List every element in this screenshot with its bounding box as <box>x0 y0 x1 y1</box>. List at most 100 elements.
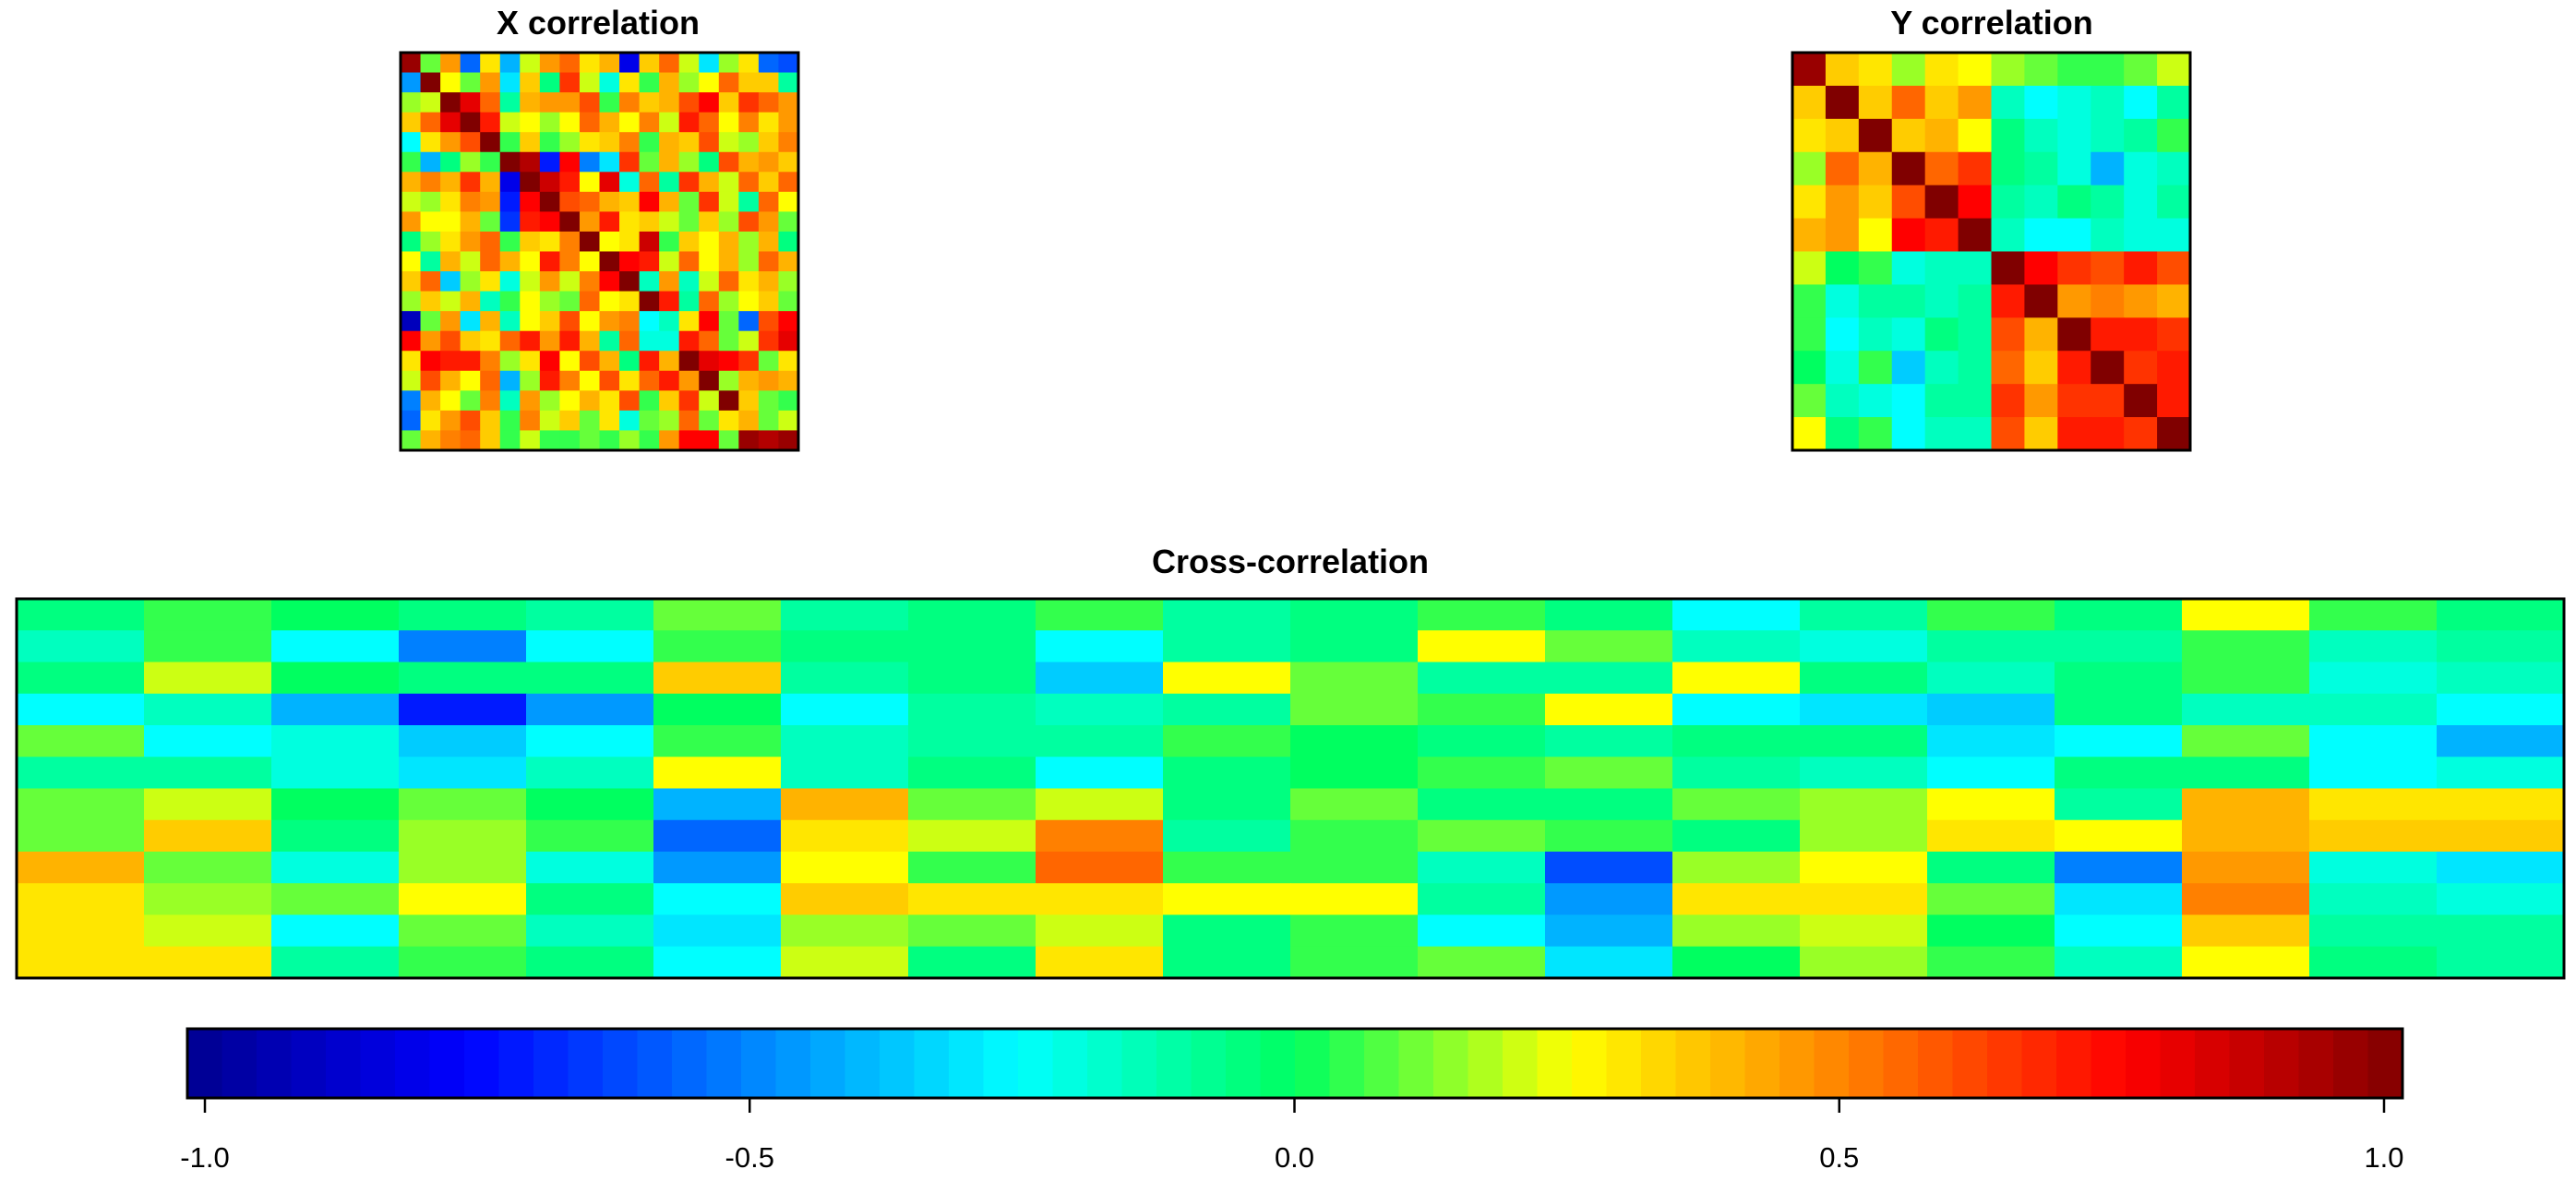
cross-cell-r11-c14 <box>1800 946 1928 979</box>
x-cell-r18-c13 <box>659 410 680 432</box>
x-cell-r13-c17 <box>738 311 760 332</box>
cross-cell-r11-c13 <box>1672 946 1801 979</box>
x-cell-r0-c0 <box>401 53 422 74</box>
cross-cell-r6-c18 <box>2309 788 2438 821</box>
y-cell-r8-c8 <box>2057 317 2091 352</box>
x-cell-r1-c19 <box>778 72 799 93</box>
x-cell-r6-c14 <box>678 172 700 193</box>
cross-cell-r4-c5 <box>653 725 782 758</box>
cross-cell-r11-c3 <box>399 946 527 979</box>
colorbar-swatch <box>1675 1029 1711 1098</box>
x-cell-r11-c13 <box>659 271 680 292</box>
x-cell-r8-c16 <box>718 211 739 233</box>
x-cell-r7-c17 <box>738 191 760 212</box>
cross-cell-r1-c8 <box>1036 630 1164 663</box>
x-cell-r3-c4 <box>480 112 501 133</box>
cross-cell-r10-c19 <box>2437 914 2565 948</box>
cross-cell-r1-c11 <box>1418 630 1546 663</box>
y-cell-r5-c9 <box>2091 218 2125 253</box>
x-cell-r19-c1 <box>420 430 441 451</box>
x-cell-r11-c7 <box>539 271 560 292</box>
cross-cell-r0-c7 <box>908 599 1036 631</box>
cross-cell-r10-c2 <box>271 914 400 948</box>
y-cell-r6-c9 <box>2091 251 2125 286</box>
y-cell-r5-c3 <box>1891 218 1926 253</box>
x-cell-r8-c9 <box>579 211 601 233</box>
cross-cell-r3-c11 <box>1418 693 1546 726</box>
cross-cell-r11-c1 <box>144 946 272 979</box>
x-cell-r7-c13 <box>659 191 680 212</box>
cross-cell-r4-c16 <box>2055 725 2183 758</box>
x-cell-r14-c12 <box>639 330 660 352</box>
x-cell-r3-c17 <box>738 112 760 133</box>
x-cell-r10-c5 <box>499 251 521 272</box>
x-cell-r16-c14 <box>678 370 700 391</box>
cross-cell-r2-c3 <box>399 662 527 695</box>
cross-cell-r4-c4 <box>526 725 654 758</box>
cross-cell-r3-c9 <box>1163 693 1291 726</box>
x-cell-r3-c16 <box>718 112 739 133</box>
x-cell-r19-c4 <box>480 430 501 451</box>
x-cell-r15-c10 <box>599 351 620 372</box>
y-correlation-title: Y correlation <box>1890 4 2093 42</box>
colorbar-swatch <box>1398 1029 1434 1098</box>
y-cell-r5-c5 <box>1958 218 1993 253</box>
y-cell-r0-c11 <box>2157 53 2191 87</box>
x-cell-r8-c1 <box>420 211 441 233</box>
y-cell-r2-c5 <box>1958 118 1993 153</box>
x-cell-r3-c1 <box>420 112 441 133</box>
cross-cell-r8-c7 <box>908 852 1036 884</box>
x-cell-r16-c0 <box>401 370 422 391</box>
y-cell-r2-c9 <box>2091 118 2125 153</box>
y-cell-r2-c0 <box>1792 118 1827 153</box>
x-cell-r10-c6 <box>520 251 541 272</box>
colorbar-swatch <box>775 1029 811 1098</box>
y-cell-r3-c2 <box>1858 151 1893 186</box>
x-cell-r0-c19 <box>778 53 799 74</box>
colorbar-swatch <box>1295 1029 1331 1098</box>
y-cell-r2-c11 <box>2157 118 2191 153</box>
x-cell-r10-c12 <box>639 251 660 272</box>
cross-cell-r8-c19 <box>2437 852 2565 884</box>
x-cell-r12-c12 <box>639 291 660 312</box>
y-cell-r3-c8 <box>2057 151 2091 186</box>
cross-cell-r10-c13 <box>1672 914 1801 948</box>
x-cell-r7-c11 <box>619 191 641 212</box>
x-cell-r12-c17 <box>738 291 760 312</box>
y-cell-r4-c2 <box>1858 185 1893 220</box>
colorbar-swatch <box>2021 1029 2057 1098</box>
x-cell-r11-c14 <box>678 271 700 292</box>
cross-cell-r10-c14 <box>1800 914 1928 948</box>
x-cell-r2-c13 <box>659 92 680 113</box>
y-cell-r10-c1 <box>1825 384 1860 418</box>
cross-cell-r11-c4 <box>526 946 654 979</box>
x-cell-r4-c14 <box>678 132 700 153</box>
colorbar-swatch <box>845 1029 881 1098</box>
x-cell-r10-c2 <box>440 251 461 272</box>
y-cell-r9-c7 <box>2024 351 2058 385</box>
x-cell-r12-c1 <box>420 291 441 312</box>
x-cell-r3-c9 <box>579 112 601 133</box>
y-cell-r3-c6 <box>1991 151 2026 186</box>
x-cell-r3-c5 <box>499 112 521 133</box>
cross-cell-r9-c19 <box>2437 883 2565 916</box>
cross-cell-r8-c16 <box>2055 852 2183 884</box>
cross-cell-r0-c9 <box>1163 599 1291 631</box>
x-cell-r12-c11 <box>619 291 641 312</box>
x-cell-r8-c8 <box>559 211 581 233</box>
x-cell-r12-c14 <box>678 291 700 312</box>
x-cell-r6-c12 <box>639 172 660 193</box>
cross-cell-r0-c0 <box>17 599 145 631</box>
x-cell-r13-c9 <box>579 311 601 332</box>
cross-cell-r7-c16 <box>2055 819 2183 853</box>
cross-cell-r2-c18 <box>2309 662 2438 695</box>
y-cell-r4-c5 <box>1958 185 1993 220</box>
cross-cell-r10-c0 <box>17 914 145 948</box>
cross-cell-r5-c7 <box>908 757 1036 790</box>
x-cell-r6-c9 <box>579 172 601 193</box>
x-cell-r4-c0 <box>401 132 422 153</box>
cross-cell-r5-c18 <box>2309 757 2438 790</box>
x-cell-r6-c1 <box>420 172 441 193</box>
x-cell-r18-c11 <box>619 410 641 432</box>
